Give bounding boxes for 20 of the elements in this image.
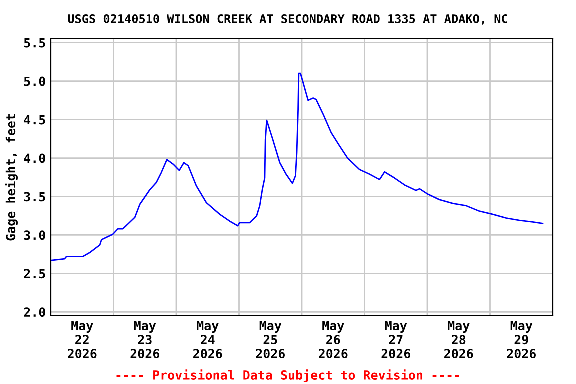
y-tick-label: 4.0 bbox=[24, 154, 46, 164]
x-tick-label: May 29 2026 bbox=[507, 321, 536, 359]
line-series bbox=[51, 72, 544, 262]
y-tick-label: 3.0 bbox=[24, 230, 46, 240]
x-tick-label: May 26 2026 bbox=[319, 321, 348, 359]
x-tick-label: May 27 2026 bbox=[382, 321, 410, 359]
x-tick-label: May 24 2026 bbox=[194, 321, 222, 359]
y-tick-label: 5.5 bbox=[24, 38, 46, 48]
x-tick-label: May 28 2026 bbox=[444, 321, 474, 359]
chart-title: USGS 02140510 WILSON CREEK AT SECONDARY ROAD 1335 AT ADAKO, NC bbox=[68, 14, 508, 25]
x-tick-label: May 22 2026 bbox=[68, 321, 97, 359]
x-tick-label: May 23 2026 bbox=[130, 321, 160, 359]
x-tick-label: May 25 2026 bbox=[256, 321, 285, 359]
y-tick-label: 2.0 bbox=[24, 308, 46, 318]
y-tick-label: 5.0 bbox=[24, 76, 46, 86]
y-axis-title: Gage height, feet bbox=[5, 114, 18, 241]
y-tick-label: 3.5 bbox=[24, 192, 46, 202]
text: ---- Provisional Data Subject to Revision ---- bbox=[116, 370, 460, 382]
y-tick-label: 4.5 bbox=[24, 115, 46, 125]
y-tick-label: 2.5 bbox=[24, 269, 46, 279]
